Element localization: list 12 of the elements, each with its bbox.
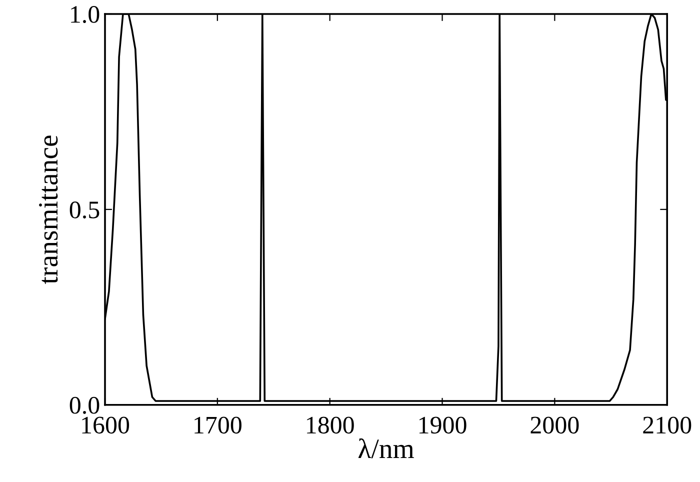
y-tick-label: 0.0 bbox=[70, 396, 100, 414]
x-axis-title: λ/nm bbox=[358, 438, 414, 458]
x-tick-label: 1900 bbox=[419, 416, 466, 434]
x-tick-label: 1800 bbox=[307, 416, 354, 434]
y-tick-label: 1.0 bbox=[71, 6, 100, 24]
x-tick-label: 2000 bbox=[530, 416, 579, 434]
y-tick-label: 0.5 bbox=[70, 201, 100, 218]
y-axis-title: transmittance bbox=[39, 136, 58, 284]
x-tick-label: 2100 bbox=[643, 416, 692, 434]
x-tick-label: 1700 bbox=[194, 416, 242, 434]
line-series bbox=[105, 14, 668, 402]
x-tick-label: 1600 bbox=[82, 416, 130, 434]
